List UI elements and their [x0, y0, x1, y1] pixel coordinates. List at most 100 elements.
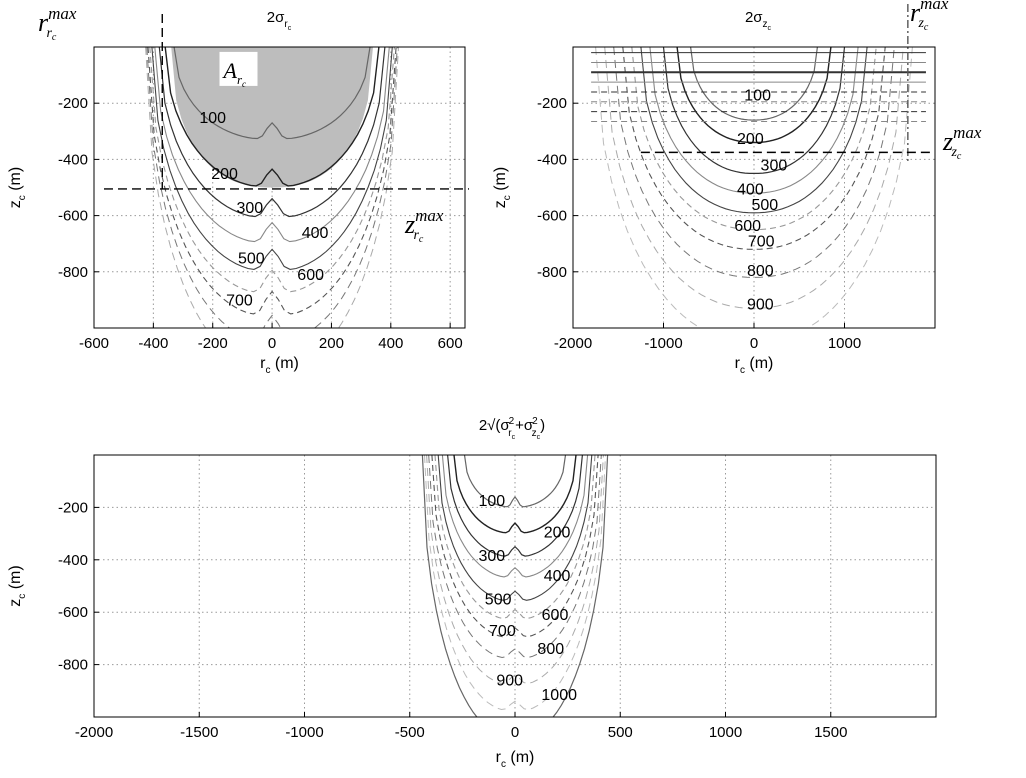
x-tick-label: 200 [319, 335, 344, 352]
contour-line-1 [453, 455, 577, 534]
contour-line-2 [158, 47, 386, 218]
contour-level-label: 500 [485, 591, 512, 608]
contour-level-label: 300 [761, 158, 788, 175]
contour-line-6 [431, 455, 599, 638]
y-tick-label: -400 [58, 552, 88, 569]
contour-line-8 [604, 47, 904, 309]
contour-level-label: 100 [478, 493, 505, 510]
y-tick-label: -800 [58, 264, 88, 281]
contour-line-9 [424, 455, 606, 711]
contour-line-3 [154, 47, 390, 243]
x-axis-label: rc (m) [735, 355, 774, 376]
contour-line-8 [145, 47, 399, 328]
contour-lines [145, 47, 399, 328]
contour-level-label: 500 [752, 197, 779, 214]
contour-level-label: 400 [737, 182, 764, 199]
contour-line-7 [613, 47, 895, 278]
contour-line-7 [428, 455, 602, 659]
y-axis-label: zc (m) [7, 565, 28, 606]
x-tick-label: -1500 [180, 724, 218, 741]
contour-line-3 [649, 47, 859, 194]
contour-level-label: 300 [236, 200, 263, 217]
contour-level-label: 700 [226, 293, 253, 310]
reference-line-label: zmax rc [404, 206, 444, 245]
contour-level-label: 800 [747, 263, 774, 280]
contour-level-label: 200 [737, 131, 764, 148]
contour-level-label: 100 [744, 87, 771, 104]
contour-panel-z-sigma: -2000 -1000 0 1000 -200 -400 -600 -800 rc (m) zc … [492, 0, 982, 376]
contour-panel-combined-sigma: -2000 -1500 -1000 -500 0 500 1000 1500 -200 -400 -… [7, 416, 937, 770]
plot-frame [93, 46, 466, 329]
contour-level-label: 200 [544, 525, 571, 542]
contour-line-7 [146, 47, 398, 328]
panel-title: 2σrc [267, 9, 292, 32]
y-axis-label: zc (m) [492, 167, 513, 208]
region-label: Arc [221, 58, 246, 89]
x-tick-label: 1000 [828, 335, 861, 352]
contour-line-0 [173, 47, 371, 140]
y-tick-label: -800 [537, 264, 567, 281]
x-tick-label: -500 [395, 724, 425, 741]
contour-line-1 [164, 47, 380, 187]
contour-line-5 [434, 455, 596, 620]
y-tick-label: -400 [537, 151, 567, 168]
contour-level-label: 600 [542, 607, 569, 624]
x-tick-label: -1000 [644, 335, 682, 352]
contour-level-label: 600 [734, 218, 761, 235]
contour-line-0 [463, 455, 567, 508]
contour-level-label: 700 [748, 234, 775, 251]
contour-level-label: 400 [302, 225, 329, 242]
x-tick-label: -200 [198, 335, 228, 352]
contour-level-label: 700 [489, 623, 516, 640]
x-tick-label: 0 [750, 335, 758, 352]
contour-line-4 [640, 47, 868, 214]
x-tick-label: 0 [268, 335, 276, 352]
reference-line-label: rmax zc [910, 0, 949, 33]
x-tick-label: -600 [79, 335, 109, 352]
y-axis-label: zc (m) [7, 167, 28, 208]
grid [573, 47, 935, 328]
contour-level-label: 400 [544, 568, 571, 585]
contour-line-4 [151, 47, 393, 270]
contour-line-3 [441, 455, 589, 578]
x-tick-label: -2000 [75, 724, 113, 741]
reference-line-label: rmax rc [38, 4, 77, 43]
grid [94, 455, 936, 717]
contour-line-6 [147, 47, 397, 315]
contour-line-2 [447, 455, 583, 557]
y-tick-label: -200 [58, 499, 88, 516]
panel-title: 2σzc [745, 9, 772, 32]
contour-level-label: 900 [496, 673, 523, 690]
contour-level-label: 500 [238, 250, 265, 267]
x-axis-label: rc (m) [260, 355, 299, 376]
x-tick-label: 0 [511, 724, 519, 741]
x-tick-label: -400 [138, 335, 168, 352]
y-tick-label: -800 [58, 657, 88, 674]
x-tick-label: 1000 [709, 724, 742, 741]
x-tick-label: -1000 [285, 724, 323, 741]
contour-level-label: 600 [297, 267, 324, 284]
contour-level-label: 100 [199, 110, 226, 127]
x-tick-label: 500 [608, 724, 633, 741]
x-tick-label: 400 [378, 335, 403, 352]
y-tick-label: -600 [58, 604, 88, 621]
contour-line-1 [676, 47, 832, 144]
contour-level-label: 300 [478, 548, 505, 565]
contour-line-2 [662, 47, 846, 174]
y-tick-label: -400 [58, 151, 88, 168]
x-tick-label: -2000 [554, 335, 592, 352]
region-label-box [219, 51, 258, 86]
y-tick-label: -200 [537, 95, 567, 112]
x-axis-label: rc (m) [496, 749, 535, 770]
contour-line-8 [426, 455, 604, 685]
contour-lines [591, 47, 926, 328]
contour-line-6 [622, 47, 886, 250]
y-tick-label: -600 [537, 208, 567, 225]
contour-level-label: 800 [537, 641, 564, 658]
x-tick-label: 600 [438, 335, 463, 352]
x-tick-label: 1500 [814, 724, 847, 741]
contour-line-9 [595, 47, 913, 328]
contour-lines [421, 455, 609, 717]
y-tick-label: -600 [58, 208, 88, 225]
